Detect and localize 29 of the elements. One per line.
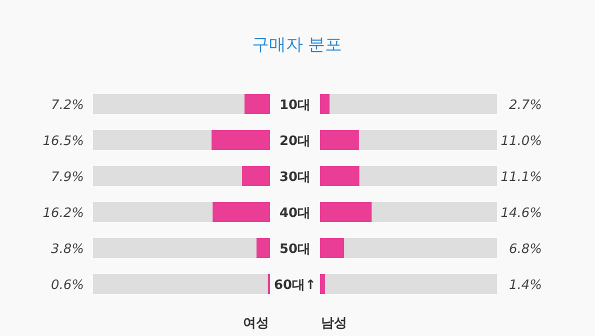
bar bbox=[320, 274, 325, 294]
y-tick-label: 10대 bbox=[279, 98, 311, 113]
data-label: 7.9% bbox=[50, 170, 84, 185]
y-tick-label: 30대 bbox=[279, 170, 311, 185]
y-tick-label: 50대 bbox=[279, 242, 311, 257]
bar bbox=[320, 130, 359, 150]
bar bbox=[242, 166, 270, 186]
data-label: 7.2% bbox=[50, 98, 84, 113]
data-label: 3.8% bbox=[50, 242, 84, 257]
data-label: 6.8% bbox=[508, 242, 542, 257]
data-label: 1.4% bbox=[508, 278, 542, 293]
data-label: 14.6% bbox=[500, 206, 542, 221]
bar bbox=[320, 94, 330, 114]
data-label: 2.7% bbox=[508, 98, 542, 113]
data-label: 0.6% bbox=[50, 278, 84, 293]
y-tick-label: 20대 bbox=[279, 134, 311, 149]
y-tick-label: 40대 bbox=[279, 206, 311, 221]
bar bbox=[256, 238, 270, 258]
bar bbox=[320, 166, 360, 186]
series-label: 여성 bbox=[243, 316, 269, 331]
y-tick-label: 60대↑ bbox=[274, 278, 316, 293]
data-label: 11.0% bbox=[500, 134, 542, 149]
series-label: 남성 bbox=[321, 316, 347, 331]
data-label: 16.5% bbox=[42, 134, 84, 149]
bar bbox=[320, 238, 344, 258]
bar bbox=[244, 94, 270, 114]
data-label: 16.2% bbox=[42, 206, 84, 221]
chart-title: 구매자 분포 bbox=[252, 35, 342, 55]
data-label: 11.1% bbox=[500, 170, 542, 185]
